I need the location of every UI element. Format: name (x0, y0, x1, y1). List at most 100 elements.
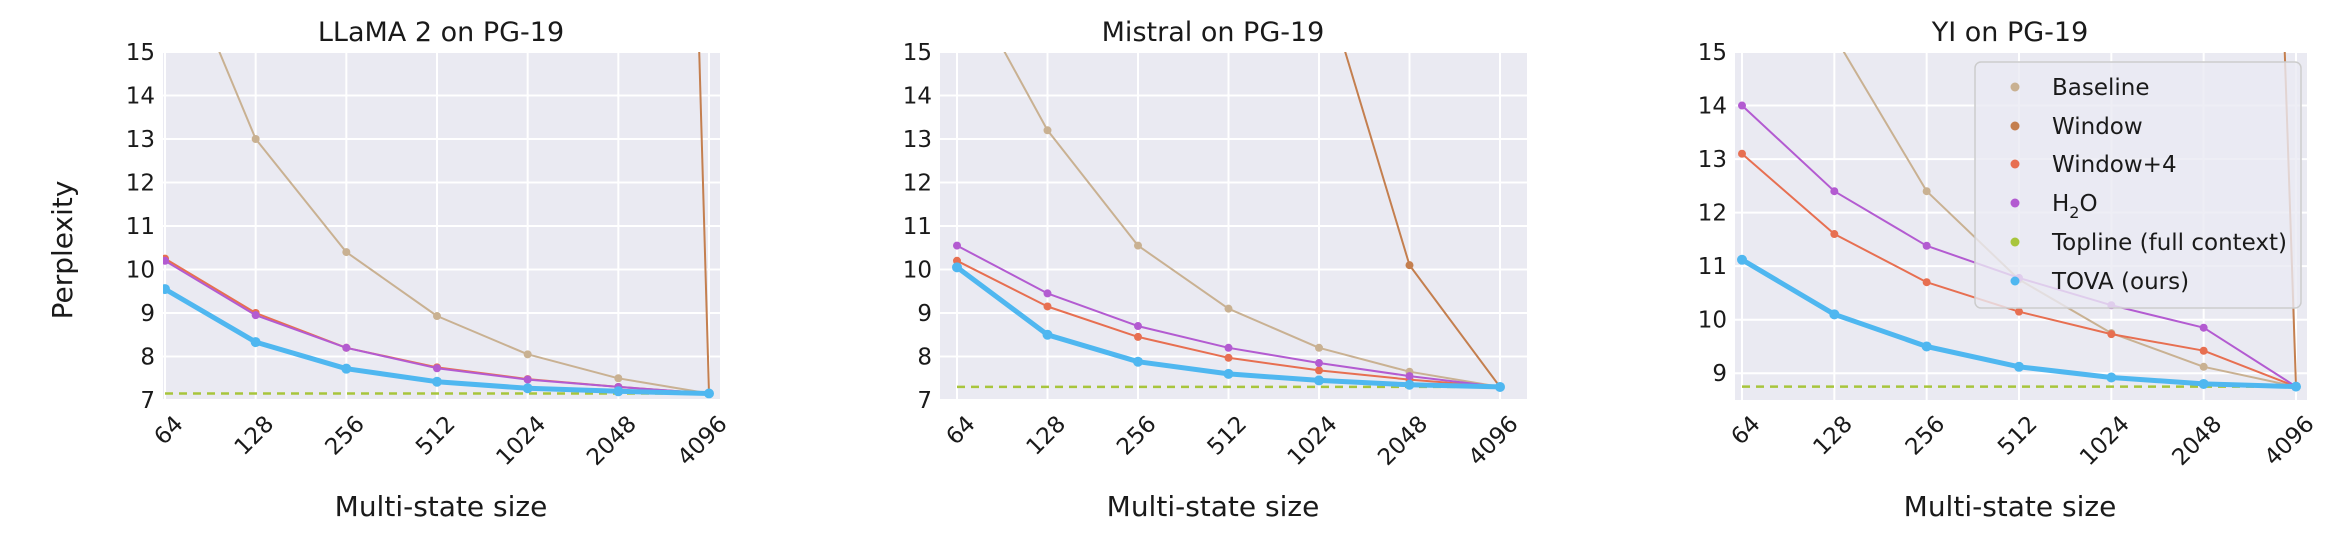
y-tick-label: 14 (126, 84, 155, 110)
y-tick-label: 10 (903, 258, 932, 284)
data-point-tova-ours (432, 376, 442, 387)
x-tick-label: 4096 (2260, 411, 2320, 471)
data-point-window-4 (1830, 230, 1839, 239)
legend-label-window4: Window+4 (2052, 152, 2177, 178)
x-tick-label: 1024 (491, 411, 551, 471)
data-point-tova-ours (1042, 329, 1053, 340)
legend-label-tova: TOVA (ours) (2051, 269, 2189, 295)
x-tick-label: 4096 (673, 411, 733, 471)
legend-marker-window (2010, 121, 2020, 131)
x-tick-label: 256 (1112, 411, 1161, 460)
data-point-tova-ours (2291, 381, 2301, 392)
x-tick-label: 128 (1022, 411, 1071, 460)
data-point-tova-ours (2106, 372, 2117, 383)
y-tick-labels: 7 8 9 10 11 12 13 14 15 (126, 40, 155, 414)
data-point-tova-ours (1737, 254, 1747, 265)
data-point-window-4 (2015, 307, 2023, 316)
data-point-baseline (2199, 362, 2208, 371)
data-point-tova-ours (250, 337, 261, 348)
series-tova-ours (952, 262, 1505, 392)
data-point-h2o (523, 375, 532, 384)
x-axis-label: Multi-state size (1904, 490, 2117, 523)
y-tick-label: 8 (917, 345, 932, 371)
x-tick-label: 2048 (582, 411, 642, 471)
legend-marker-h2o (2010, 198, 2020, 208)
data-point-window-4 (1134, 332, 1142, 341)
data-point-h2o (1043, 289, 1052, 298)
data-point-window-4 (1224, 353, 1233, 362)
data-point-tova-ours (522, 383, 533, 394)
x-tick-label: 128 (230, 411, 279, 460)
series-tova-ours (163, 284, 714, 399)
data-point-tova-ours (613, 386, 624, 397)
plot-area (163, 52, 714, 399)
legend-label-window: Window (2052, 114, 2143, 140)
legend-label-baseline: Baseline (2052, 75, 2150, 101)
legend-label-h2o-main: H (2052, 191, 2069, 217)
gridlines (940, 51, 1527, 401)
data-point-h2o (163, 256, 169, 265)
x-tick-label: 512 (411, 411, 460, 460)
y-tick-label: 9 (1712, 361, 1727, 387)
y-axis-label: Perplexity (46, 181, 79, 320)
x-tick-label: 64 (941, 411, 980, 450)
data-point-baseline (1315, 343, 1323, 352)
x-tick-label: 512 (1993, 411, 2042, 460)
x-tick-label: 64 (149, 411, 188, 450)
data-point-tova-ours (1921, 341, 1932, 352)
x-tick-label: 128 (1808, 411, 1857, 460)
x-tick-labels: 64 128 256 512 1024 2048 4096 (941, 411, 1523, 471)
data-point-window (1405, 261, 1414, 270)
legend-label-topline: Topline (full context) (2051, 230, 2287, 256)
data-point-baseline (1043, 126, 1052, 135)
y-tick-label: 8 (140, 345, 155, 371)
y-tick-label: 10 (126, 258, 155, 284)
y-tick-label: 9 (917, 301, 932, 327)
data-point-window-4 (1922, 278, 1931, 287)
x-tick-labels: 64 128 256 512 1024 2048 4096 (1726, 411, 2319, 471)
chart-title: Mistral on PG-19 (1102, 17, 1325, 48)
plot-area (952, 52, 1505, 392)
data-point-h2o (2199, 323, 2208, 332)
x-tick-label: 2048 (2167, 411, 2227, 471)
y-tick-label: 13 (1698, 147, 1727, 173)
data-point-tova-ours (1133, 356, 1143, 367)
data-point-window-4 (1043, 302, 1052, 311)
data-point-tova-ours (1314, 375, 1324, 386)
x-tick-label: 64 (1726, 411, 1765, 450)
data-point-window-4 (1315, 366, 1323, 375)
data-point-baseline (1922, 187, 1931, 196)
chart-title: YI on PG-19 (1931, 17, 2089, 48)
x-tick-labels: 64 128 256 512 1024 2048 4096 (149, 411, 732, 471)
legend-box (1974, 61, 2302, 309)
x-tick-label: 2048 (1373, 411, 1433, 471)
data-point-baseline (1224, 304, 1233, 313)
data-point-tova-ours (1495, 381, 1505, 392)
data-point-tova-ours (2198, 378, 2209, 389)
chart-title: LLaMA 2 on PG-19 (318, 17, 564, 48)
data-point-window-4 (2107, 330, 2116, 339)
data-point-baseline (523, 350, 532, 359)
y-tick-label: 13 (903, 127, 932, 153)
series-layer (163, 52, 714, 399)
data-point-baseline (1134, 241, 1142, 250)
data-point-h2o (1405, 372, 1414, 381)
legend-label-h2o-sub: 2 (2069, 203, 2079, 222)
y-tick-label: 10 (1698, 308, 1727, 334)
x-tick-label: 256 (1901, 411, 1950, 460)
data-point-h2o (1738, 101, 1746, 110)
data-point-tova-ours (704, 388, 714, 399)
data-point-tova-ours (2014, 361, 2024, 372)
data-point-window-4 (1738, 149, 1746, 158)
x-axis-label: Multi-state size (335, 490, 548, 523)
data-point-h2o (433, 364, 441, 373)
data-point-baseline (251, 135, 260, 143)
y-tick-label: 7 (140, 388, 155, 414)
y-tick-labels: 9 10 11 12 13 14 15 (1698, 40, 1727, 387)
x-tick-label: 4096 (1464, 411, 1524, 471)
data-point-tova-ours (1404, 379, 1415, 390)
y-tick-labels: 7 8 9 10 11 12 13 14 15 (903, 40, 932, 414)
y-tick-label: 12 (1698, 201, 1727, 227)
x-tick-label: 1024 (2075, 411, 2135, 471)
y-tick-label: 7 (917, 388, 932, 414)
